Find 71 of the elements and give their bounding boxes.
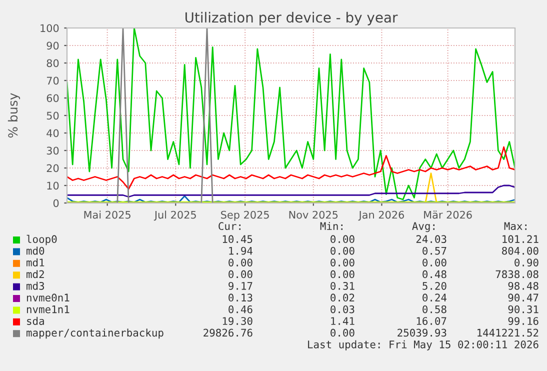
text: 10.45 xyxy=(222,235,252,244)
x-tick-label: Jul 2025 xyxy=(154,210,196,221)
text: Last update: Fri May 15 02:00:11 2026 xyxy=(308,340,538,350)
chart-title: Utilization per device - by year xyxy=(186,12,398,26)
text: 24.03 xyxy=(416,235,446,244)
y-tick-label: 60 xyxy=(46,94,59,102)
text: 19.30 xyxy=(222,317,252,325)
legend-label: mapper/containerbackup xyxy=(26,328,164,339)
text: 0.00 xyxy=(422,258,446,266)
text: 99.16 xyxy=(508,317,538,325)
legend-label: sda xyxy=(27,316,44,325)
y-tick-label: 100 xyxy=(40,24,59,32)
y-tick-label: 20 xyxy=(46,164,59,172)
text: Cur: xyxy=(218,222,240,230)
legend-label: md1 xyxy=(26,258,44,266)
text: Max: xyxy=(504,222,526,230)
text: 9.17 xyxy=(228,282,252,290)
x-tick-label: Jan 2026 xyxy=(358,210,404,221)
text: 0.00 xyxy=(228,270,252,278)
text: 98.48 xyxy=(508,282,538,290)
x-tick-label: Mai 2025 xyxy=(84,210,130,219)
legend-label: md2 xyxy=(26,270,44,278)
text: 101.21 xyxy=(502,235,538,244)
y-tick-label: 50 xyxy=(46,112,59,120)
text: 0.24 xyxy=(422,294,447,302)
text: 0.48 xyxy=(422,270,446,278)
text: 0.58 xyxy=(422,305,446,314)
legend-label: md3 xyxy=(26,282,44,290)
text: 0.00 xyxy=(330,235,354,244)
text: 0.46 xyxy=(228,305,252,314)
text: 90.47 xyxy=(508,294,538,302)
text: 7838.08 xyxy=(496,270,538,278)
y-tick-label: 70 xyxy=(46,76,59,85)
y-tick-label: 0 xyxy=(53,199,59,208)
text: 29826.76 xyxy=(204,328,252,337)
text: 0.00 xyxy=(330,328,354,337)
line-series xyxy=(67,184,515,198)
y-tick-label: 90 xyxy=(46,42,59,50)
text: 1.41 xyxy=(331,317,354,325)
y-tick-label: 10 xyxy=(47,182,59,190)
text: 0.31 xyxy=(330,282,354,290)
x-tick-label: Mär 2026 xyxy=(424,210,472,219)
text: Avg: xyxy=(412,222,434,232)
text: 1.94 xyxy=(229,246,253,255)
line-series xyxy=(67,146,515,190)
legend-label: nvme0n1 xyxy=(26,294,70,302)
y-axis-title: % busy xyxy=(8,93,20,138)
y-tick-label: 80 xyxy=(46,59,59,68)
x-tick-label: Nov 2025 xyxy=(289,210,338,219)
text: 90.31 xyxy=(508,305,538,314)
text: 1441221.52 xyxy=(478,328,538,337)
text: 0.00 xyxy=(228,258,252,266)
legend-label: loop0 xyxy=(26,234,57,246)
text: 804.00 xyxy=(502,246,538,255)
y-tick-label: 40 xyxy=(46,129,59,138)
text: 0.90 xyxy=(514,258,538,266)
text: 16.07 xyxy=(416,317,446,325)
text: 0.02 xyxy=(330,294,354,302)
text: Min: xyxy=(320,222,342,230)
legend-label: nvme1n1 xyxy=(26,306,70,314)
y-tick-label: 30 xyxy=(46,146,59,155)
text: 0.57 xyxy=(422,246,446,255)
text: 0.03 xyxy=(330,305,354,314)
text: 0.00 xyxy=(330,258,354,266)
x-tick-label: Sep 2025 xyxy=(221,210,269,221)
text: 5.20 xyxy=(422,282,446,290)
text: 25039.93 xyxy=(398,328,446,337)
text: 0.00 xyxy=(330,270,354,278)
legend-label: md0 xyxy=(26,246,44,255)
text: 0.13 xyxy=(228,294,252,302)
text: 0.00 xyxy=(330,246,354,255)
